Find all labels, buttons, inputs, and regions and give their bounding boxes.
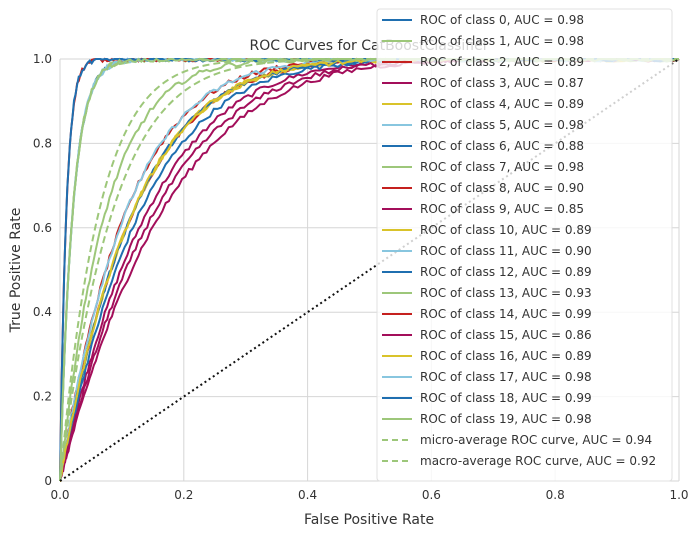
legend-entry: ROC of class 16, AUC = 0.89 (420, 349, 592, 363)
y-tick-label: 0 (44, 474, 52, 488)
legend-entry: macro-average ROC curve, AUC = 0.92 (420, 454, 656, 468)
legend-entry: ROC of class 12, AUC = 0.89 (420, 265, 592, 279)
legend-box (376, 8, 673, 482)
legend-entry: ROC of class 13, AUC = 0.93 (420, 286, 592, 300)
legend-entry: ROC of class 0, AUC = 0.98 (420, 13, 584, 27)
x-tick-label: 0.8 (546, 488, 565, 502)
legend-entry: ROC of class 7, AUC = 0.98 (420, 160, 584, 174)
legend-entry: micro-average ROC curve, AUC = 0.94 (420, 433, 652, 447)
y-tick-label: 0.2 (33, 390, 52, 404)
legend-entry: ROC of class 1, AUC = 0.98 (420, 34, 584, 48)
x-tick-label: 0.2 (174, 488, 193, 502)
x-tick-label: 0.0 (50, 488, 69, 502)
x-tick-label: 0.6 (422, 488, 441, 502)
legend-entry: ROC of class 3, AUC = 0.87 (420, 76, 584, 90)
y-tick-label: 0.4 (33, 305, 52, 319)
y-axis-ticks: 0 0.2 0.4 0.6 0.8 1.0 (33, 52, 52, 488)
legend-entry: ROC of class 8, AUC = 0.90 (420, 181, 584, 195)
legend-entry: ROC of class 14, AUC = 0.99 (420, 307, 592, 321)
legend-entry: ROC of class 10, AUC = 0.89 (420, 223, 592, 237)
legend-entry: ROC of class 5, AUC = 0.98 (420, 118, 584, 132)
legend: ROC of class 0, AUC = 0.98 ROC of class 1… (376, 8, 673, 482)
y-tick-label: 0.6 (33, 221, 52, 235)
legend-entry: ROC of class 17, AUC = 0.98 (420, 370, 592, 384)
legend-entry: ROC of class 6, AUC = 0.88 (420, 139, 584, 153)
legend-entry: ROC of class 2, AUC = 0.89 (420, 55, 584, 69)
y-tick-label: 1.0 (33, 52, 52, 66)
y-tick-label: 0.8 (33, 136, 52, 150)
y-axis-label: True Positive Rate (8, 208, 24, 334)
x-tick-label: 0.4 (298, 488, 317, 502)
x-tick-label: 1.0 (669, 488, 688, 502)
legend-entry: ROC of class 9, AUC = 0.85 (420, 202, 584, 216)
legend-entry: ROC of class 19, AUC = 0.98 (420, 412, 592, 426)
legend-entry: ROC of class 4, AUC = 0.89 (420, 97, 584, 111)
legend-entry: ROC of class 15, AUC = 0.86 (420, 328, 592, 342)
x-axis-ticks: 0.0 0.2 0.4 0.6 0.8 1.0 (50, 488, 688, 502)
legend-entry: ROC of class 11, AUC = 0.90 (420, 244, 592, 258)
x-axis-label: False Positive Rate (304, 512, 434, 528)
legend-entry: ROC of class 18, AUC = 0.99 (420, 391, 592, 405)
